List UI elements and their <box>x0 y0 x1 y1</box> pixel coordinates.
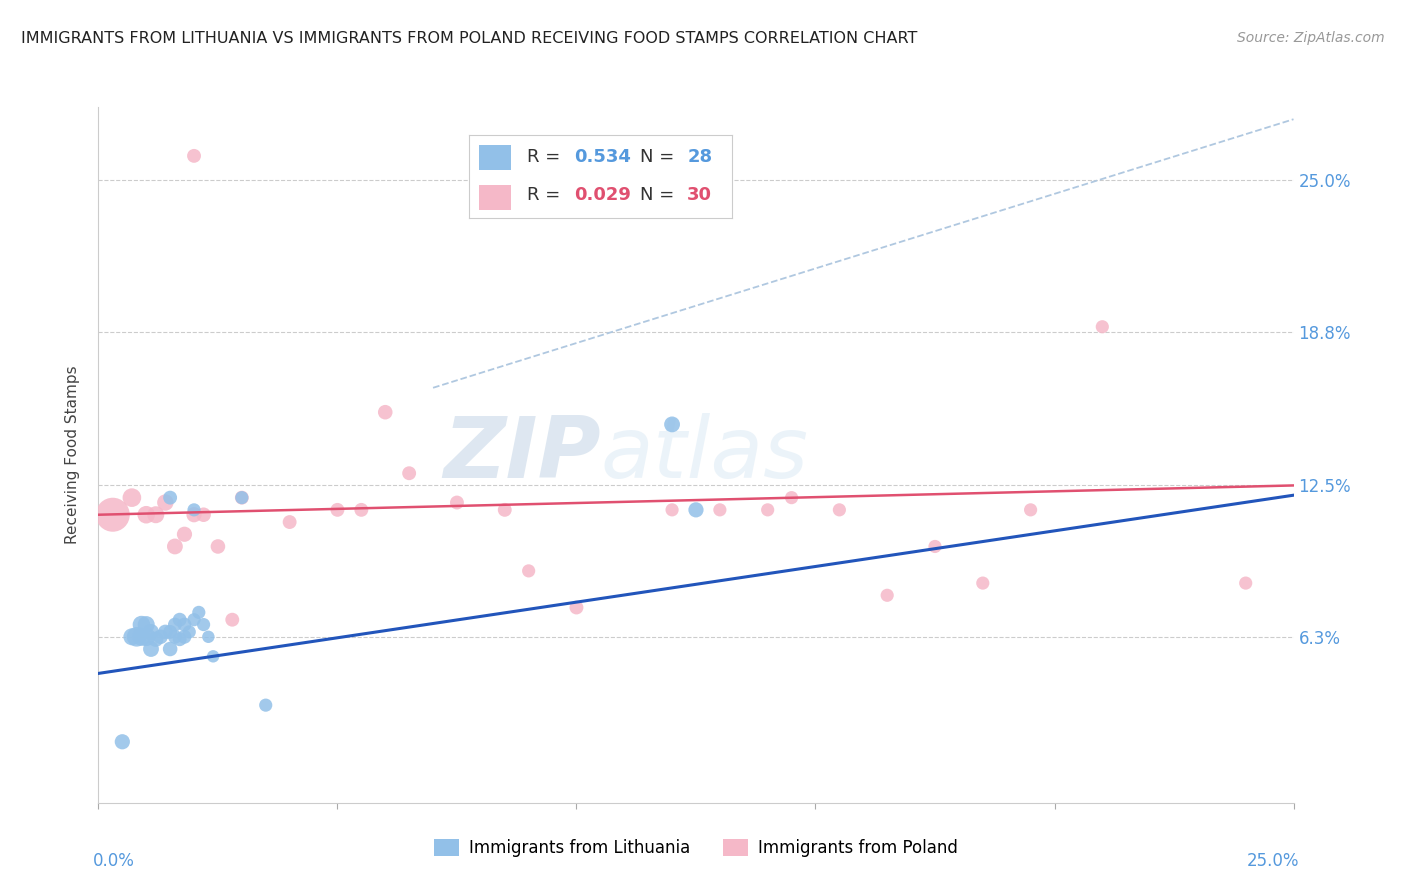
Point <box>661 503 683 517</box>
Point <box>972 576 994 591</box>
Point <box>193 617 215 632</box>
Text: ZIP: ZIP <box>443 413 600 497</box>
Text: 28: 28 <box>688 148 713 167</box>
Point <box>145 508 167 522</box>
Point <box>159 491 181 505</box>
Point <box>924 540 946 554</box>
Text: R =: R = <box>527 186 565 204</box>
Point <box>139 624 162 639</box>
Point <box>131 617 153 632</box>
Point <box>350 503 373 517</box>
Point <box>125 630 148 644</box>
Point <box>756 503 779 517</box>
Point <box>149 630 172 644</box>
Point <box>155 495 177 509</box>
Point <box>374 405 396 419</box>
Point <box>131 630 153 644</box>
Point <box>159 624 181 639</box>
Point <box>197 630 219 644</box>
Point <box>135 630 157 644</box>
Point <box>121 630 143 644</box>
Point <box>221 613 243 627</box>
Point <box>159 642 181 657</box>
Text: 0.0%: 0.0% <box>93 852 135 870</box>
Point <box>709 503 731 517</box>
Point <box>139 642 162 657</box>
Point <box>163 630 186 644</box>
Text: 0.029: 0.029 <box>574 186 631 204</box>
Point <box>661 417 683 432</box>
Y-axis label: Receiving Food Stamps: Receiving Food Stamps <box>65 366 80 544</box>
Point <box>202 649 225 664</box>
Point <box>173 527 195 541</box>
Point <box>155 624 177 639</box>
Point <box>1091 319 1114 334</box>
Point <box>231 491 253 505</box>
Point <box>876 588 898 602</box>
Text: 30: 30 <box>688 186 711 204</box>
Text: 0.534: 0.534 <box>574 148 631 167</box>
Point <box>231 491 253 505</box>
Legend: Immigrants from Lithuania, Immigrants from Poland: Immigrants from Lithuania, Immigrants fr… <box>427 832 965 864</box>
Point <box>685 503 707 517</box>
Point <box>446 495 468 509</box>
Point <box>179 624 201 639</box>
Point <box>193 508 215 522</box>
Point <box>183 149 205 163</box>
Point <box>494 503 516 517</box>
Text: 25.0%: 25.0% <box>1247 852 1299 870</box>
Point <box>163 617 186 632</box>
FancyBboxPatch shape <box>479 145 510 170</box>
Point <box>828 503 851 517</box>
Text: N =: N = <box>640 186 679 204</box>
Point <box>163 540 186 554</box>
Point <box>169 632 191 647</box>
Text: N =: N = <box>640 148 679 167</box>
Point <box>135 617 157 632</box>
Point <box>135 508 157 522</box>
Text: atlas: atlas <box>600 413 808 497</box>
Point <box>173 630 195 644</box>
Point <box>145 632 167 647</box>
FancyBboxPatch shape <box>479 185 510 210</box>
Point <box>187 606 209 620</box>
Point <box>517 564 540 578</box>
Point <box>169 613 191 627</box>
Text: Source: ZipAtlas.com: Source: ZipAtlas.com <box>1237 31 1385 45</box>
Point <box>111 735 134 749</box>
Point <box>1019 503 1042 517</box>
Point <box>121 491 143 505</box>
Point <box>183 503 205 517</box>
Point <box>183 613 205 627</box>
Point <box>326 503 349 517</box>
Point <box>565 600 588 615</box>
Text: IMMIGRANTS FROM LITHUANIA VS IMMIGRANTS FROM POLAND RECEIVING FOOD STAMPS CORREL: IMMIGRANTS FROM LITHUANIA VS IMMIGRANTS … <box>21 31 918 46</box>
Point <box>207 540 229 554</box>
Point <box>278 515 301 529</box>
Text: R =: R = <box>527 148 565 167</box>
Point <box>173 617 195 632</box>
Point <box>254 698 277 713</box>
Point <box>1234 576 1257 591</box>
Point <box>183 508 205 522</box>
Point <box>780 491 803 505</box>
Point <box>398 467 420 481</box>
Point <box>101 508 124 522</box>
